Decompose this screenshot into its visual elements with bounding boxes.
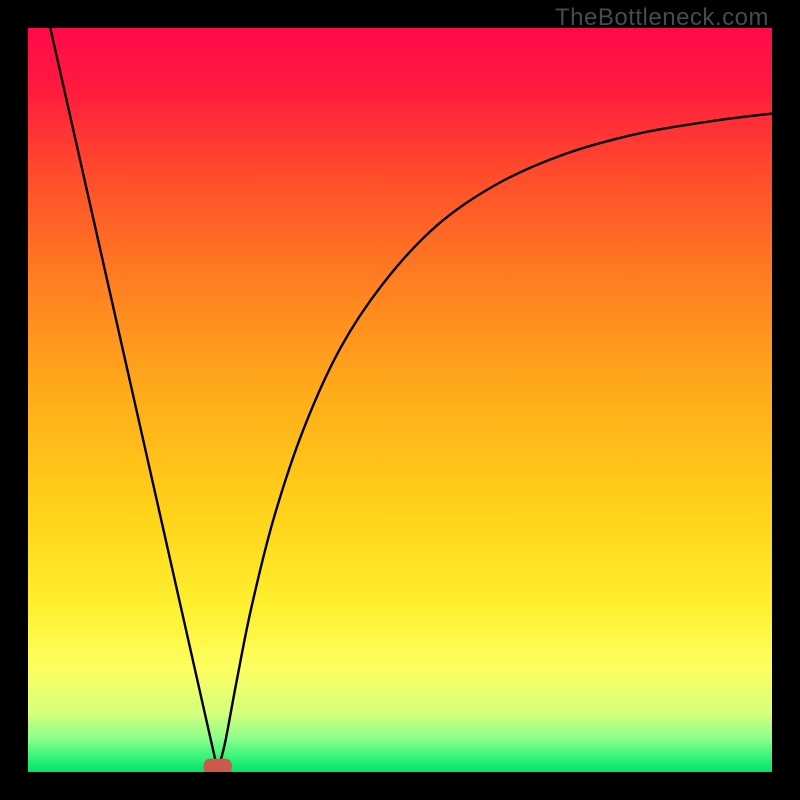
plot-area	[28, 28, 772, 772]
chart-frame: TheBottleneck.com	[0, 0, 800, 800]
chart-svg	[28, 28, 772, 772]
watermark-text: TheBottleneck.com	[555, 4, 769, 32]
min-point-marker	[204, 759, 232, 772]
gradient-background	[28, 28, 772, 772]
